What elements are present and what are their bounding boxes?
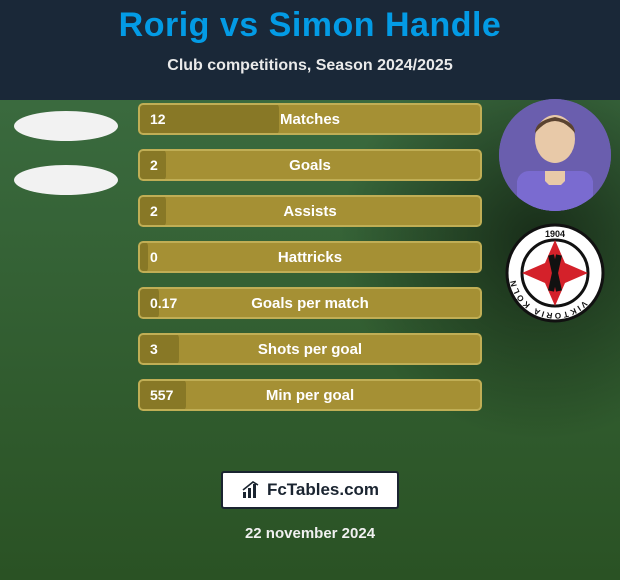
right-player-column: 1904 VIKTORIA KÖLN (497, 99, 612, 323)
brand-pill: FcTables.com (221, 471, 399, 509)
date-label: 22 november 2024 (0, 525, 620, 542)
stat-bar: 557Min per goal (138, 379, 482, 411)
page-subtitle: Club competitions, Season 2024/2025 (0, 57, 620, 75)
stat-bar-label: Assists (138, 195, 482, 227)
footer: FcTables.com 22 november 2024 (0, 471, 620, 542)
page-title: Rorig vs Simon Handle (0, 0, 620, 45)
stat-bar: 2Goals (138, 149, 482, 181)
stat-bar: 12Matches (138, 103, 482, 135)
club-badge-icon: 1904 VIKTORIA KÖLN (505, 223, 605, 323)
stat-bar: 3Shots per goal (138, 333, 482, 365)
content-root: Rorig vs Simon Handle Club competitions,… (0, 0, 620, 580)
stat-bar-label: Matches (138, 103, 482, 135)
left-avatar-placeholder (14, 111, 118, 141)
brand-label: FcTables.com (267, 480, 379, 500)
club-year: 1904 (544, 229, 564, 239)
comparison-arena: 12Matches 2Goals 2Assists 0Hattricks 0.17Goa… (0, 103, 620, 423)
stat-bar: 2Assists (138, 195, 482, 227)
stat-bar-label: Hattricks (138, 241, 482, 273)
stat-bar-label: Goals (138, 149, 482, 181)
right-avatar (499, 99, 611, 211)
stat-bar-label: Goals per match (138, 287, 482, 319)
left-club-placeholder (14, 165, 118, 195)
stat-bars: 12Matches 2Goals 2Assists 0Hattricks 0.17Goa… (138, 103, 482, 425)
avatar-icon (499, 99, 611, 211)
stat-bar: 0Hattricks (138, 241, 482, 273)
right-club-badge: 1904 VIKTORIA KÖLN (505, 223, 605, 323)
stat-bar: 0.17Goals per match (138, 287, 482, 319)
stat-bar-label: Min per goal (138, 379, 482, 411)
stat-bar-label: Shots per goal (138, 333, 482, 365)
chart-icon (241, 480, 261, 500)
left-player-column (8, 103, 123, 219)
